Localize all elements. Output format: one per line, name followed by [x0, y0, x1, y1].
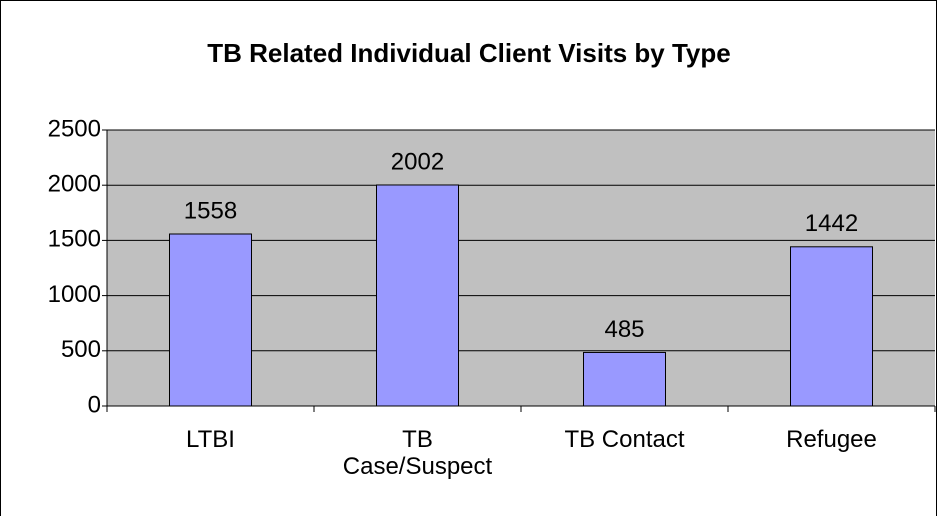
y-tick-label: 0: [88, 391, 101, 418]
y-tick-label: 1000: [48, 281, 101, 308]
y-tick-label: 500: [61, 336, 101, 363]
chart-title: TB Related Individual Client Visits by T…: [207, 38, 730, 68]
x-tick-label: LTBI: [186, 426, 235, 453]
data-label: 485: [604, 316, 644, 343]
x-tick-label: TB Case/Suspect: [342, 426, 493, 480]
bar: [790, 246, 873, 407]
x-tick-label: Refugee: [786, 426, 877, 453]
data-label: 1442: [805, 210, 858, 237]
bar: [376, 184, 459, 407]
y-tick-label: 2000: [48, 171, 101, 198]
x-tick-label: TB Contact: [564, 426, 685, 453]
y-tick-label: 1500: [48, 226, 101, 253]
bar: [583, 351, 666, 407]
data-label: 1558: [184, 197, 237, 224]
bar: [169, 233, 252, 407]
data-label: 2002: [391, 148, 444, 175]
y-tick-label: 2500: [48, 115, 101, 142]
